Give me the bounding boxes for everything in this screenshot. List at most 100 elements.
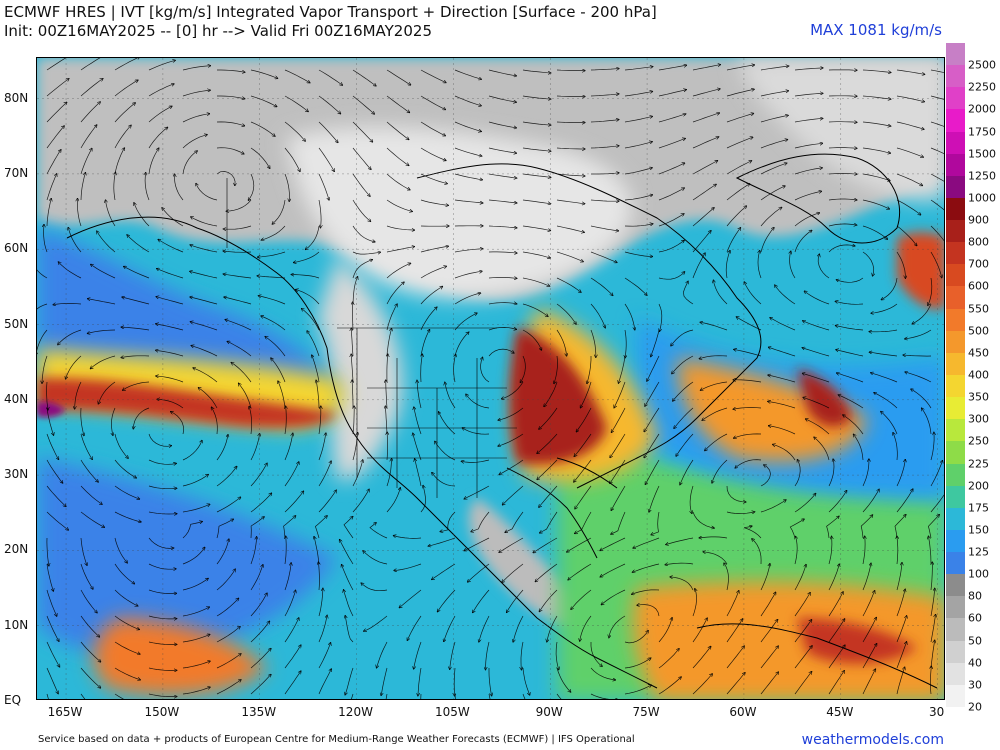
streamline-arrow [488,252,517,253]
streamline-arrow [768,401,796,409]
streamline-arrow [46,126,64,149]
streamline-arrow [537,459,558,480]
streamline-arrow [364,615,388,631]
streamline-arrow [575,485,592,509]
streamline-arrow [862,173,890,181]
streamline-arrow [148,84,174,97]
streamline-arrow [658,138,685,149]
streamline-arrow [148,106,172,123]
streamline-arrow [760,564,770,591]
streamline-arrow [284,491,304,513]
streamline-arrow [835,326,864,331]
streamline-arrow [703,552,728,565]
streamline-arrow [345,616,354,643]
streamline-arrow [148,148,159,175]
streamline-arrow [726,113,754,123]
streamline-arrow [444,615,456,642]
streamline-arrow [363,551,388,565]
streamline-arrow [930,95,944,100]
brand-link[interactable]: weathermodels.com [801,732,944,748]
streamline-arrow [156,376,184,383]
streamline-arrow [522,667,530,695]
streamline-arrow [211,407,218,435]
streamline-arrow [736,317,762,331]
streamline-arrow [828,671,844,695]
streamline-arrow [611,407,626,433]
streamline-arrow [896,667,905,695]
streamline-arrow [114,125,131,149]
streamline-arrow [121,356,150,358]
streamline-arrow [618,355,626,383]
streamline-arrow [609,615,626,638]
streamline-arrow [658,677,681,695]
max-value-label: MAX 1081 kg/m/s [810,21,942,39]
streamline-arrow [488,147,517,153]
streamline-arrow [692,89,720,97]
colorbar-segment [946,87,965,110]
streamline-arrow [80,641,101,662]
streamline-arrow [896,121,924,129]
streamline-arrow [692,184,716,201]
streamline-arrow [544,381,558,407]
streamline-arrow [420,69,446,83]
streamline-arrow [726,485,746,502]
streamline-arrow [318,490,336,513]
streamline-arrow [794,493,816,513]
streamline-arrow [522,95,551,99]
streamline-arrow [726,673,745,695]
streamline-arrow [386,328,392,357]
streamline-arrow [614,381,626,408]
streamline-arrow [37,329,48,355]
lat-label: 40N [4,391,29,406]
streamline-arrow [284,69,310,83]
lat-label: 80N [4,90,29,105]
colorbar-segment [946,242,965,265]
streamline-arrow [91,264,116,279]
colorbar-segment [946,375,965,398]
streamline-arrow [250,493,272,513]
streamline-arrow [250,593,267,617]
streamline-arrow [760,465,771,487]
streamline-arrow [80,537,87,565]
lat-label: 50N [4,316,29,331]
streamline-arrow [352,69,376,86]
streamline-arrow [610,459,626,484]
streamline-arrow [488,121,516,128]
streamline-arrow [318,173,329,200]
streamline-arrow [148,589,177,594]
streamline-arrow [733,408,762,410]
colorbar-level-label: 500 [968,324,989,338]
streamline-arrow [114,148,125,175]
streamline-arrow [148,127,168,149]
streamline-arrow [284,590,296,617]
streamline-arrow [156,324,184,331]
lat-label: 60N [4,241,29,256]
streamline-arrow [624,195,653,201]
lon-label: 120W [338,705,373,719]
streamline-arrow [632,589,660,595]
streamline-arrow [554,355,558,384]
streamline-arrow [302,309,320,331]
streamline-arrow [437,589,456,612]
lon-label: 135W [241,705,277,719]
streamline-arrow [658,90,686,97]
data-credit: Service based on data + products of Euro… [38,734,635,745]
streamline-arrow [624,116,652,123]
streamline-arrow [415,459,422,487]
streamline-arrow [46,174,57,201]
streamline-arrow [828,536,832,565]
streamline-arrow [353,302,354,331]
streamline-arrow [725,251,730,279]
streamline-arrow [190,271,218,279]
streamline-arrow [522,329,542,350]
colorbar-segment [946,352,965,376]
streamline-arrow [46,563,53,591]
streamline-arrow [522,303,548,316]
streamline-arrow [386,304,397,331]
streamline-arrow [794,230,812,253]
colorbar-segment [946,397,965,420]
streamline-arrow [752,539,762,565]
streamline-arrow [464,537,490,551]
streamline-arrow [896,616,907,643]
streamline-arrow [271,358,286,383]
